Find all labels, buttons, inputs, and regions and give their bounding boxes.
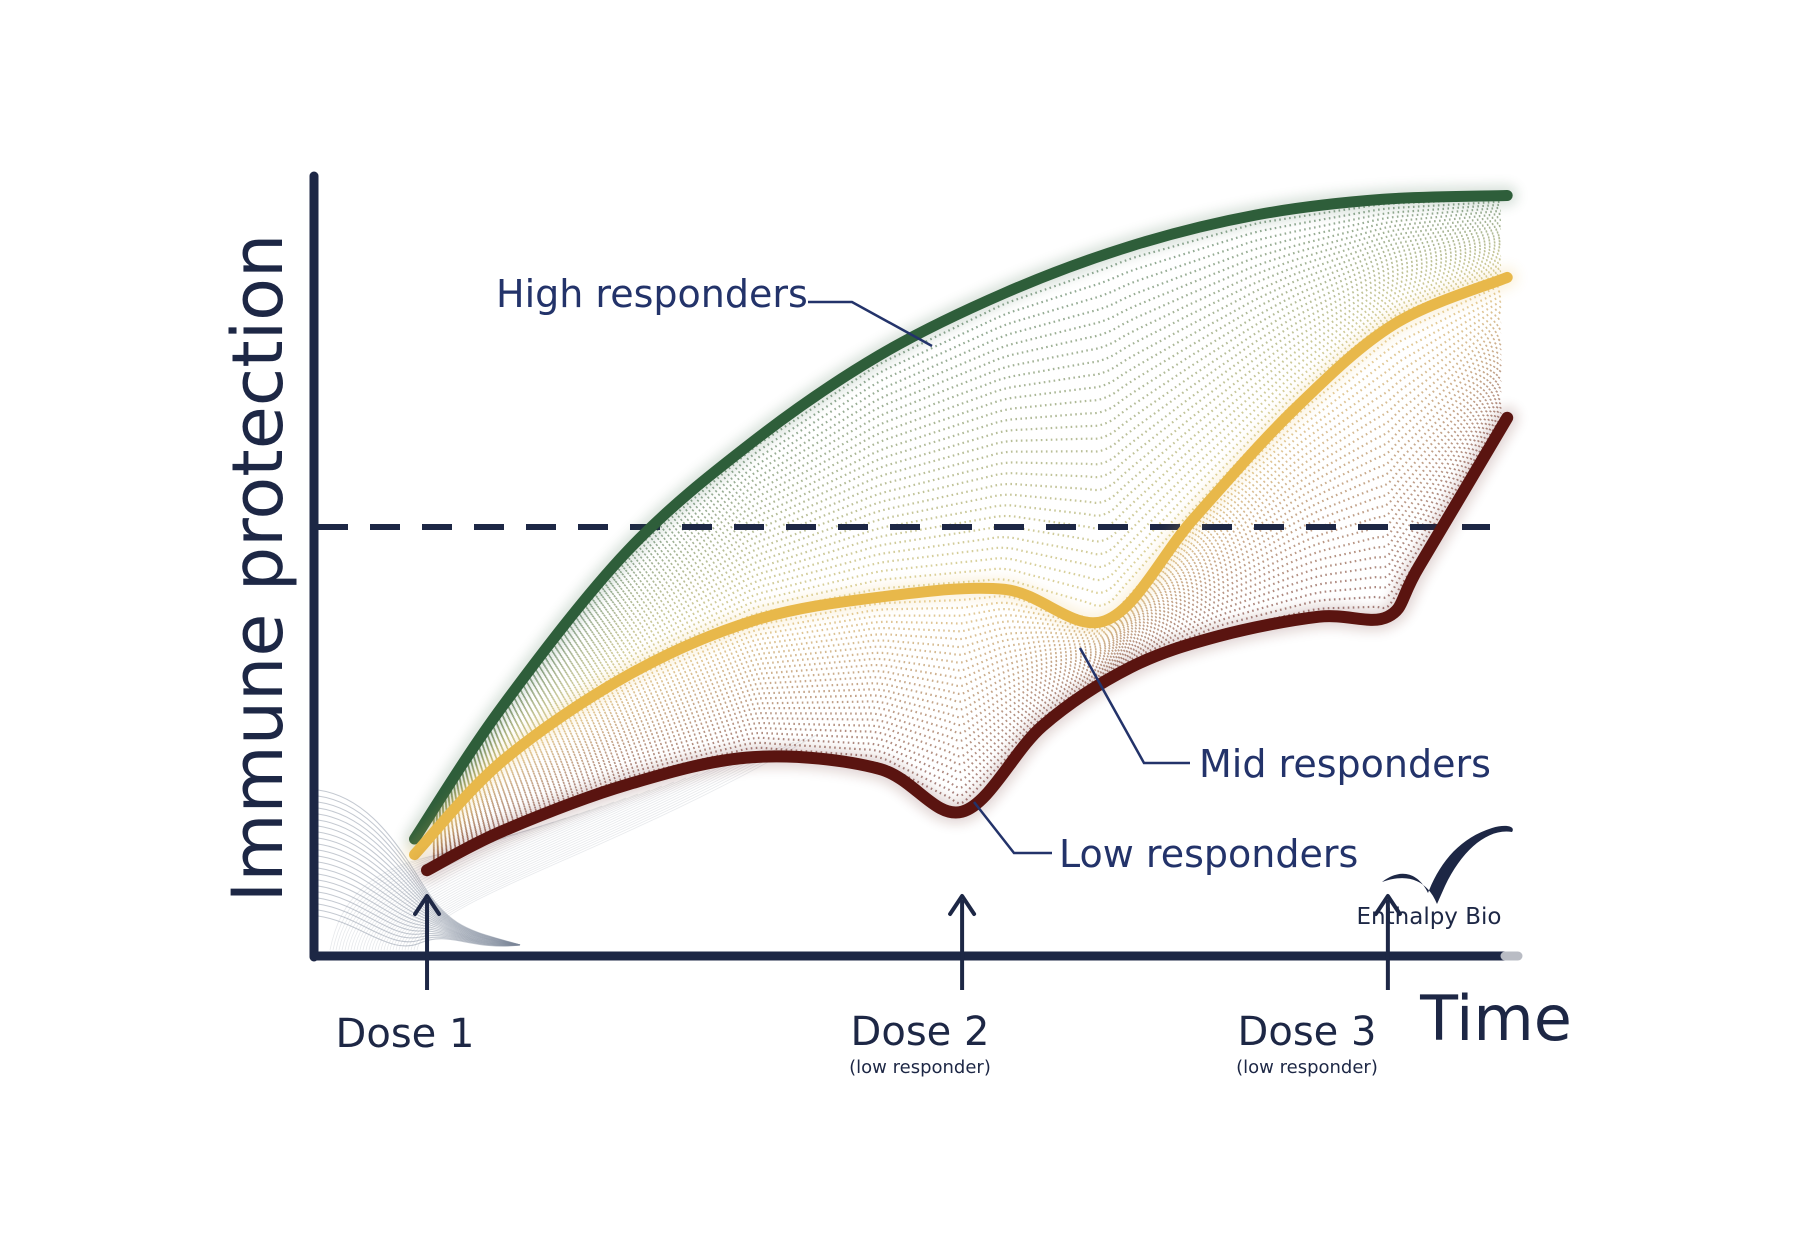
label-leader-lines bbox=[808, 300, 1190, 855]
mid-low-stipple bbox=[432, 385, 1502, 859]
mid-low-stipple bbox=[432, 289, 1502, 838]
baseline-wisp bbox=[317, 807, 521, 946]
dose-markers bbox=[413, 894, 1402, 990]
high-mid-stipple bbox=[432, 254, 1502, 829]
high-mid-stipple bbox=[432, 248, 1502, 827]
baseline-wisp bbox=[395, 761, 735, 951]
baseline-wisp bbox=[398, 757, 747, 951]
logo-swoosh-icon bbox=[1382, 825, 1513, 904]
y-axis-label: Immune protection bbox=[217, 234, 299, 903]
baseline-wisp bbox=[317, 879, 521, 946]
series-lines bbox=[404, 185, 1519, 882]
mid-low-stipple bbox=[432, 380, 1502, 858]
high-mid-stipple bbox=[432, 227, 1502, 821]
high-mid-stipple bbox=[432, 242, 1502, 825]
high-mid-stipple bbox=[432, 260, 1502, 831]
mid-leader-line bbox=[1078, 647, 1190, 765]
dose-2-sublabel: (low responder) bbox=[849, 1057, 991, 1078]
baseline-wisp bbox=[386, 773, 699, 951]
enthalpy-bio-logo: Enthalpy Bio bbox=[1357, 825, 1513, 930]
dose-2-label: Dose 2 bbox=[851, 1009, 990, 1055]
dose-3-label: Dose 3 bbox=[1238, 1009, 1377, 1055]
baseline-wisp bbox=[317, 891, 521, 946]
baseline-wisp bbox=[416, 733, 819, 951]
mid-low-stipple bbox=[432, 348, 1502, 851]
series-line-mid bbox=[409, 271, 1513, 861]
high-mid-stipple bbox=[432, 209, 1502, 816]
baseline-wisp bbox=[317, 897, 521, 946]
high-mid-stipple bbox=[432, 251, 1502, 828]
baseline-wisp bbox=[407, 745, 783, 951]
series-label-mid: Mid responders bbox=[1199, 742, 1491, 786]
high-mid-stipple bbox=[432, 266, 1502, 832]
baseline-wisp bbox=[410, 741, 795, 951]
mid-low-stipple bbox=[432, 390, 1502, 860]
baseline-wisp bbox=[317, 873, 521, 946]
low-leader-line bbox=[973, 801, 1052, 855]
baseline-wisp bbox=[368, 797, 627, 951]
high-mid-stipple bbox=[432, 221, 1502, 819]
baseline-wisp bbox=[317, 795, 521, 946]
mid-low-stipple bbox=[432, 332, 1502, 847]
baseline-wisp bbox=[389, 769, 711, 951]
mid-low-stipple bbox=[432, 342, 1502, 850]
dose-3-sublabel: (low responder) bbox=[1236, 1057, 1378, 1078]
high-mid-stipple bbox=[432, 218, 1502, 819]
dose-1-arrow-icon bbox=[413, 894, 442, 990]
series-line-high bbox=[409, 190, 1513, 845]
mid-low-stipple bbox=[432, 417, 1502, 866]
baseline-wisp bbox=[383, 777, 687, 951]
baseline-wisp bbox=[317, 789, 521, 946]
baseline-wisp bbox=[401, 753, 759, 951]
series-label-high: High responders bbox=[496, 272, 808, 316]
high-mid-stipple bbox=[432, 257, 1502, 830]
baseline-wisp bbox=[317, 801, 521, 946]
high-mid-stipple bbox=[432, 245, 1502, 826]
baseline-wisp bbox=[317, 915, 521, 947]
x-axis-label: Time bbox=[1419, 982, 1572, 1055]
series-label-low: Low responders bbox=[1059, 832, 1358, 876]
series-line-low bbox=[421, 411, 1514, 877]
mid-low-stipple bbox=[432, 321, 1502, 845]
mid-low-stipple bbox=[432, 326, 1502, 846]
mid-low-stipple bbox=[432, 364, 1502, 854]
baseline-wisp bbox=[374, 789, 651, 951]
baseline-wisp bbox=[392, 765, 723, 951]
baseline-wisp bbox=[317, 813, 521, 946]
dose-2-arrow-icon bbox=[948, 894, 977, 990]
baseline-wisp bbox=[365, 801, 615, 951]
baseline-wisp bbox=[317, 831, 521, 946]
baseline-wisp bbox=[377, 785, 663, 951]
dose-3-arrow-icon bbox=[1373, 894, 1402, 990]
high-mid-stipple bbox=[432, 203, 1502, 814]
logo-text: Enthalpy Bio bbox=[1357, 904, 1502, 930]
response-spread-fill bbox=[432, 197, 1502, 867]
high-mid-stipple bbox=[432, 206, 1502, 815]
mid-low-stipple bbox=[432, 369, 1502, 856]
baseline-wisp bbox=[317, 909, 521, 947]
high-leader-line bbox=[808, 300, 933, 348]
baseline-wisp bbox=[317, 855, 521, 946]
baseline-wisp bbox=[317, 819, 521, 946]
baseline-wisp bbox=[404, 749, 771, 951]
baseline-wisp bbox=[317, 861, 521, 946]
dose-1-label: Dose 1 bbox=[336, 1011, 475, 1057]
high-mid-stipple bbox=[432, 236, 1502, 824]
baseline-wisp bbox=[317, 867, 521, 946]
baseline-wisp bbox=[317, 825, 521, 946]
baseline-wisp bbox=[371, 793, 639, 951]
baseline-wisp bbox=[380, 781, 675, 951]
baseline-wisp bbox=[317, 885, 521, 946]
mid-low-stipple bbox=[432, 316, 1502, 844]
high-mid-stipple bbox=[432, 200, 1501, 813]
mid-low-stipple bbox=[432, 300, 1502, 840]
high-mid-stipple bbox=[432, 215, 1502, 818]
mid-low-stipple bbox=[432, 294, 1502, 839]
baseline-wisp bbox=[317, 903, 521, 947]
high-mid-stipple bbox=[432, 224, 1502, 820]
high-mid-stipple bbox=[432, 269, 1502, 833]
